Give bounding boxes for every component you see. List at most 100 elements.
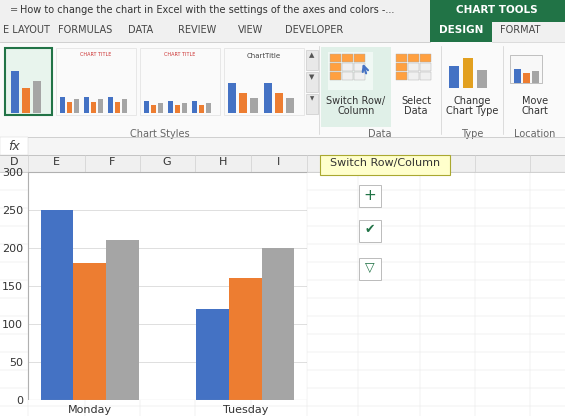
Bar bbox=[523, 73, 530, 83]
Text: ChartTitle: ChartTitle bbox=[247, 53, 281, 59]
Bar bbox=[342, 54, 353, 62]
Bar bbox=[354, 72, 365, 80]
Bar bbox=[98, 99, 103, 113]
Text: Switch Row/Column: Switch Row/Column bbox=[330, 158, 440, 168]
Bar bbox=[33, 81, 41, 113]
Bar bbox=[306, 50, 318, 70]
Text: CHART TOOLS: CHART TOOLS bbox=[456, 5, 538, 15]
Bar bbox=[430, 0, 565, 22]
Bar bbox=[264, 83, 272, 113]
Bar bbox=[408, 72, 419, 80]
Bar bbox=[0, 0, 565, 22]
Text: E LAYOUT: E LAYOUT bbox=[3, 25, 50, 35]
Bar bbox=[115, 102, 120, 113]
Bar bbox=[0, 172, 565, 416]
Text: DESIGN: DESIGN bbox=[439, 25, 483, 35]
Text: D: D bbox=[10, 157, 18, 167]
Bar bbox=[330, 63, 341, 71]
Bar bbox=[510, 55, 542, 83]
Text: FORMAT: FORMAT bbox=[500, 25, 540, 35]
Bar bbox=[151, 105, 156, 113]
Bar bbox=[306, 72, 318, 92]
Bar bbox=[229, 278, 262, 400]
Bar bbox=[396, 54, 407, 62]
Bar bbox=[175, 105, 180, 113]
Text: Data: Data bbox=[368, 129, 392, 139]
Bar bbox=[275, 93, 283, 113]
Bar bbox=[505, 47, 565, 127]
Bar bbox=[532, 71, 539, 83]
Bar bbox=[28, 172, 307, 400]
Text: Chart: Chart bbox=[521, 106, 549, 116]
Text: H: H bbox=[219, 157, 227, 167]
Bar bbox=[199, 105, 204, 113]
Bar bbox=[122, 99, 127, 113]
Text: L: L bbox=[444, 157, 450, 167]
Bar bbox=[158, 103, 163, 113]
Bar bbox=[354, 63, 365, 71]
Bar bbox=[430, 22, 492, 42]
Text: DATA: DATA bbox=[128, 25, 153, 35]
Bar bbox=[354, 54, 365, 62]
Bar bbox=[250, 98, 258, 113]
Bar bbox=[393, 47, 439, 127]
Bar bbox=[73, 263, 106, 400]
Bar bbox=[22, 88, 30, 113]
Bar bbox=[477, 70, 487, 88]
Bar bbox=[449, 66, 459, 88]
Bar bbox=[463, 58, 473, 88]
Text: ▲: ▲ bbox=[309, 52, 315, 58]
Text: CHART TITLE: CHART TITLE bbox=[164, 52, 195, 57]
Text: Chart Styles: Chart Styles bbox=[130, 129, 190, 139]
Bar bbox=[108, 97, 113, 113]
Bar bbox=[140, 48, 220, 115]
Bar bbox=[106, 240, 139, 400]
Text: G: G bbox=[163, 157, 171, 167]
Bar bbox=[91, 102, 96, 113]
Bar bbox=[196, 309, 229, 400]
Text: fx: fx bbox=[8, 140, 20, 153]
Text: =: = bbox=[10, 5, 18, 15]
Text: Data: Data bbox=[404, 106, 428, 116]
Bar bbox=[330, 72, 341, 80]
Text: Type: Type bbox=[461, 129, 483, 139]
Text: FORMULAS: FORMULAS bbox=[58, 25, 112, 35]
Text: Change: Change bbox=[453, 96, 490, 106]
Bar bbox=[286, 98, 294, 113]
Text: F: F bbox=[109, 157, 115, 167]
Bar bbox=[342, 72, 353, 80]
Text: ▼: ▼ bbox=[309, 74, 315, 80]
Bar bbox=[408, 63, 419, 71]
Bar bbox=[514, 69, 521, 83]
Bar bbox=[60, 97, 65, 113]
Text: Select: Select bbox=[401, 96, 431, 106]
Bar bbox=[192, 101, 197, 113]
Bar bbox=[3, 46, 310, 125]
Text: ✔: ✔ bbox=[365, 223, 375, 236]
Bar bbox=[396, 63, 407, 71]
Text: +: + bbox=[364, 188, 376, 203]
Bar bbox=[228, 83, 236, 113]
Bar bbox=[144, 101, 149, 113]
Bar bbox=[182, 103, 187, 113]
Text: Chart Type: Chart Type bbox=[446, 106, 498, 116]
Text: K: K bbox=[385, 157, 393, 167]
Bar bbox=[330, 54, 341, 62]
Bar bbox=[0, 42, 565, 137]
Bar bbox=[408, 54, 419, 62]
Text: CHART TITLE: CHART TITLE bbox=[80, 52, 112, 57]
Text: ▼: ▼ bbox=[310, 96, 314, 101]
Bar bbox=[359, 258, 381, 280]
Bar bbox=[328, 52, 373, 90]
Text: Location: Location bbox=[514, 129, 556, 139]
Text: DEVELOPER: DEVELOPER bbox=[285, 25, 344, 35]
Text: VIEW: VIEW bbox=[238, 25, 263, 35]
Bar bbox=[5, 48, 52, 115]
Bar bbox=[0, 137, 565, 155]
Bar bbox=[420, 63, 431, 71]
Bar bbox=[396, 72, 407, 80]
Text: REVIEW: REVIEW bbox=[178, 25, 216, 35]
Bar bbox=[359, 185, 381, 207]
Bar bbox=[224, 48, 304, 115]
Bar bbox=[41, 210, 73, 400]
